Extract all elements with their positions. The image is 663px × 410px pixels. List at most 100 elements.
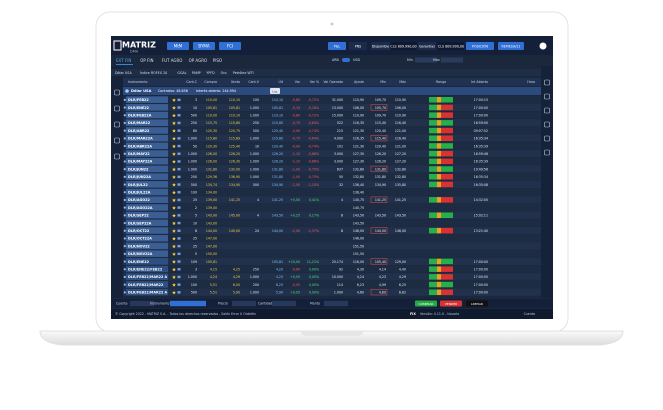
table-row[interactable]	[123, 142, 541, 150]
toggle[interactable]	[342, 58, 350, 62]
right-nav-icon[interactable]	[544, 135, 550, 142]
chart-icon[interactable]	[177, 275, 181, 279]
favorite-star[interactable]	[172, 206, 176, 210]
table-row[interactable]	[123, 134, 541, 142]
order-input[interactable]	[232, 300, 256, 307]
favorite-star[interactable]	[172, 144, 176, 148]
table-row[interactable]	[123, 119, 541, 127]
market-button-bg[interactable]	[193, 42, 215, 50]
left-nav-icon[interactable]	[114, 121, 120, 128]
chart-icon[interactable]	[177, 121, 181, 125]
filter-input[interactable]	[415, 57, 437, 63]
favorite-star[interactable]	[172, 167, 176, 172]
favorite-star[interactable]	[172, 152, 176, 156]
chart-icon[interactable]	[177, 268, 181, 271]
market-button-bg[interactable]	[219, 42, 241, 50]
order-button-bg[interactable]	[466, 300, 488, 307]
table-row[interactable]	[123, 111, 541, 119]
chart-icon[interactable]	[177, 283, 181, 286]
table-row[interactable]	[123, 165, 541, 173]
right-nav-icon[interactable]	[544, 79, 550, 86]
favorite-star[interactable]	[172, 198, 176, 202]
table-row[interactable]	[123, 257, 541, 265]
user-icon[interactable]	[539, 42, 547, 50]
right-nav-icon[interactable]	[544, 121, 550, 128]
favorite-star[interactable]	[172, 129, 176, 133]
table-row[interactable]	[123, 173, 541, 181]
market-button-bg[interactable]	[167, 42, 189, 50]
account-item-bg[interactable]	[466, 42, 494, 50]
favorite-star[interactable]	[172, 221, 176, 225]
left-nav-icon[interactable]	[114, 89, 120, 96]
chart-icon[interactable]	[177, 160, 181, 163]
account-item-bg[interactable]	[328, 42, 346, 50]
favorite-star[interactable]	[172, 113, 176, 118]
account-item-bg[interactable]	[418, 42, 436, 50]
chart-icon[interactable]	[177, 152, 181, 155]
favorite-star[interactable]	[172, 105, 176, 110]
order-button-bg[interactable]	[415, 300, 437, 307]
order-input[interactable]	[170, 300, 206, 307]
left-nav-icon[interactable]	[114, 137, 120, 144]
table-row[interactable]	[123, 149, 541, 158]
favorite-star[interactable]	[172, 236, 176, 241]
order-input[interactable]	[272, 300, 296, 307]
table-row[interactable]	[123, 103, 541, 111]
table-row[interactable]	[123, 219, 541, 227]
table-row[interactable]	[123, 188, 541, 196]
favorite-star[interactable]	[172, 175, 176, 179]
chart-icon[interactable]	[177, 167, 181, 171]
chart-icon[interactable]	[177, 221, 181, 225]
account-item-bg[interactable]	[391, 42, 416, 50]
chart-icon[interactable]	[177, 175, 181, 179]
table-row[interactable]	[123, 280, 541, 289]
chart-icon[interactable]	[177, 198, 181, 202]
account-item-bg[interactable]	[349, 42, 367, 50]
table-row[interactable]	[123, 126, 541, 135]
left-nav-icon[interactable]	[114, 153, 120, 160]
chart-icon[interactable]	[177, 114, 181, 117]
chart-icon[interactable]	[177, 291, 181, 294]
table-row[interactable]	[123, 242, 541, 250]
chart-icon[interactable]	[177, 252, 181, 256]
favorite-star[interactable]	[172, 182, 176, 187]
chart-icon[interactable]	[177, 129, 181, 132]
order-button-bg[interactable]	[440, 300, 462, 307]
favorite-star[interactable]	[172, 213, 176, 218]
order-input[interactable]	[130, 300, 154, 307]
table-row[interactable]	[123, 273, 541, 281]
right-nav-icon[interactable]	[544, 107, 550, 114]
favorite-star[interactable]	[172, 98, 176, 102]
favorite-star[interactable]	[172, 229, 176, 233]
account-item-bg[interactable]	[371, 42, 390, 50]
table-row[interactable]	[123, 203, 541, 212]
order-input[interactable]	[324, 300, 348, 307]
chart-icon[interactable]	[177, 137, 181, 140]
chart-icon[interactable]	[177, 144, 181, 148]
favorite-star[interactable]	[172, 267, 176, 272]
filter-input[interactable]	[441, 57, 463, 63]
chart-icon[interactable]	[177, 183, 181, 186]
table-row[interactable]	[123, 226, 541, 235]
favorite-star[interactable]	[172, 159, 176, 164]
chart-icon[interactable]	[177, 260, 181, 263]
chart-icon[interactable]	[177, 244, 181, 248]
chart-icon[interactable]	[177, 214, 181, 217]
table-row[interactable]	[123, 196, 541, 204]
right-nav-icon[interactable]	[544, 93, 550, 100]
favorite-star[interactable]	[172, 121, 176, 125]
left-nav-icon[interactable]	[114, 105, 120, 112]
group-collapse[interactable]	[125, 89, 129, 93]
chart-icon[interactable]	[177, 229, 181, 232]
table-row[interactable]	[123, 234, 541, 242]
table-row[interactable]	[123, 250, 541, 258]
favorite-star[interactable]	[172, 252, 176, 256]
chart-icon[interactable]	[177, 237, 181, 240]
group-button-bg[interactable]	[270, 88, 280, 94]
table-row[interactable]	[123, 96, 541, 104]
right-nav-icon[interactable]	[544, 149, 550, 156]
account-item-bg[interactable]	[498, 42, 524, 50]
chart-icon[interactable]	[177, 191, 181, 194]
chart-icon[interactable]	[177, 106, 181, 109]
favorite-star[interactable]	[172, 275, 176, 279]
